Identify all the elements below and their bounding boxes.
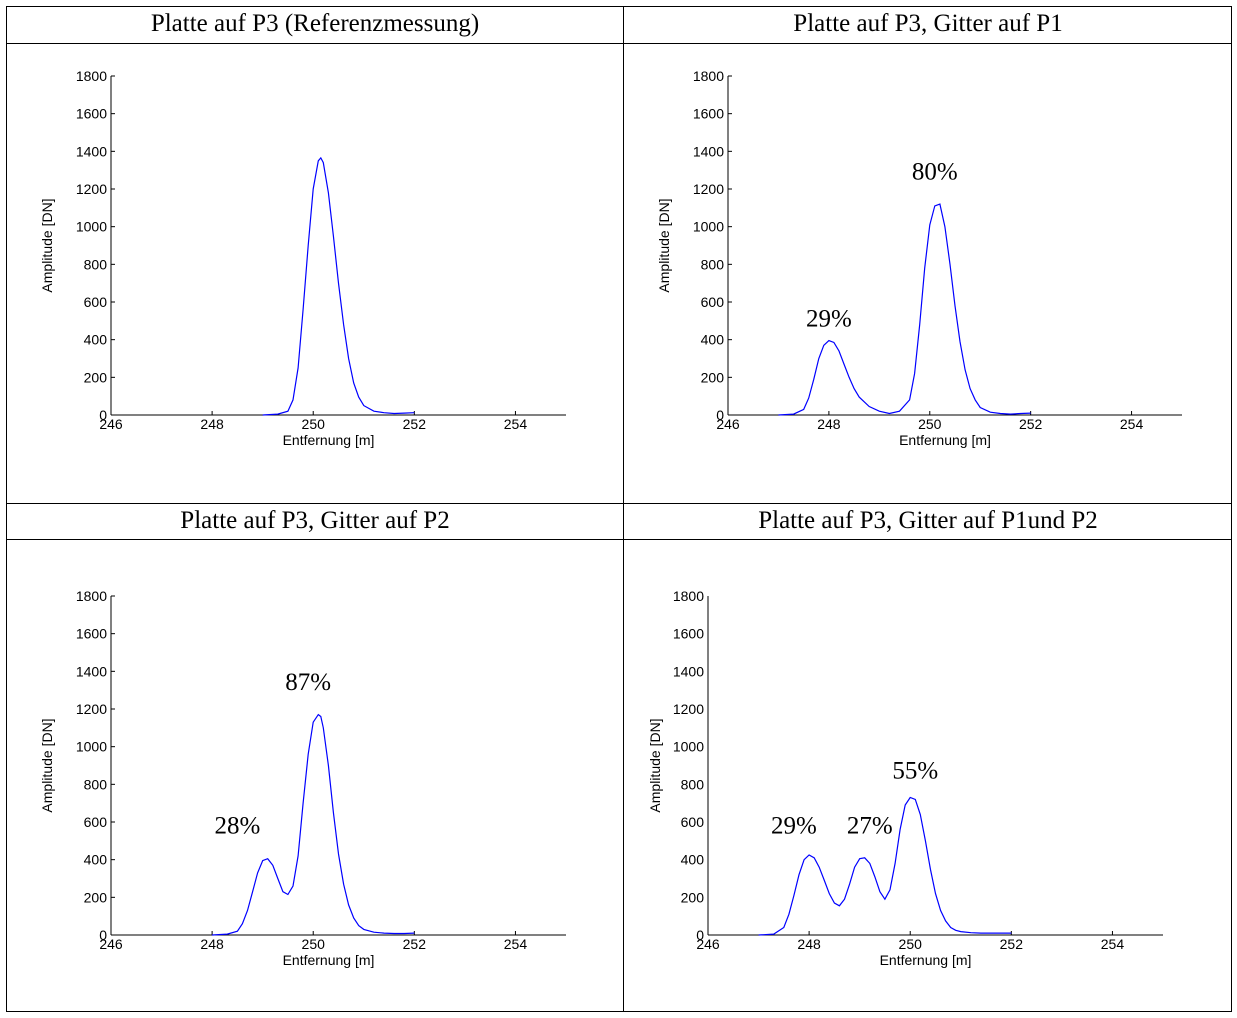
- p3-y-tick-label: 1000: [76, 739, 107, 755]
- p1-x-tick-label: 250: [302, 416, 326, 432]
- p2-y-tick-label: 600: [701, 294, 725, 310]
- p2-y-tick-label: 400: [701, 332, 725, 348]
- p3-y-tick-label: 200: [84, 889, 108, 905]
- p2-y-tick-label: 1600: [693, 106, 724, 122]
- p4-x-tick-label: 254: [1101, 936, 1125, 952]
- p4-x-tick-label: 246: [696, 936, 720, 952]
- p4-y-tick-label: 0: [696, 927, 704, 943]
- p4-y-axis-label: Amplitude [DN]: [647, 718, 663, 812]
- p3-y-tick-label: 400: [84, 852, 108, 868]
- p4-y-tick-label: 1800: [673, 588, 704, 604]
- p2-y-tick-label: 0: [716, 407, 724, 423]
- p1-y-tick-label: 400: [84, 332, 108, 348]
- p2-x-axis-label: Entfernung [m]: [899, 432, 991, 448]
- p4-peak-annotation: 27%: [847, 812, 893, 839]
- p4-y-tick-label: 200: [681, 889, 705, 905]
- p1-y-tick-label: 1400: [76, 143, 107, 159]
- figure-table: Platte auf P3 (Referenzmessung) Platte a…: [6, 6, 1232, 1012]
- p1-y-tick-label: 1800: [76, 68, 107, 84]
- p2-y-tick-label: 1800: [693, 68, 724, 84]
- p2-x-tick-label: 250: [918, 416, 942, 432]
- panel-title-3: Platte auf P3, Gitter auf P2: [180, 507, 450, 534]
- p1-y-tick-label: 800: [84, 256, 108, 272]
- p4-y-tick-label: 400: [681, 852, 705, 868]
- p1-series-line: [262, 156, 415, 416]
- p1-x-tick-label: 248: [200, 416, 224, 432]
- p1-x-axis-label: Entfernung [m]: [283, 432, 375, 448]
- p3-y-tick-label: 1200: [76, 701, 107, 717]
- panel-title-2: Platte auf P3, Gitter auf P1: [793, 10, 1063, 37]
- p2-y-tick-label: 1200: [693, 181, 724, 197]
- p2-y-axis-label: Amplitude [DN]: [656, 198, 672, 292]
- p3-y-tick-label: 800: [84, 776, 108, 792]
- p2-y-tick-label: 1000: [693, 219, 724, 235]
- p1-y-axis-label: Amplitude [DN]: [39, 198, 55, 292]
- p3-peak-annotation: 87%: [285, 669, 331, 696]
- p4-x-tick-label: 250: [899, 936, 923, 952]
- p2-y-tick-label: 800: [701, 256, 725, 272]
- p4-y-tick-label: 1400: [673, 663, 704, 679]
- p4-y-tick-label: 600: [681, 814, 705, 830]
- title-row-divider-top: [7, 43, 1231, 44]
- p3-y-tick-label: 1800: [76, 588, 107, 604]
- p3-y-tick-label: 1600: [76, 626, 107, 642]
- p4-x-tick-label: 252: [1000, 936, 1024, 952]
- p4-y-tick-label: 1600: [673, 626, 704, 642]
- p3-y-tick-label: 0: [99, 927, 107, 943]
- p1-y-tick-label: 1600: [76, 106, 107, 122]
- p4-x-axis-label: Entfernung [m]: [880, 952, 972, 968]
- p2-peak-annotation: 29%: [806, 305, 852, 332]
- p3-x-axis-label: Entfernung [m]: [283, 952, 375, 968]
- p2-y-tick-label: 1400: [693, 143, 724, 159]
- p3-x-tick-label: 248: [200, 936, 224, 952]
- p3-y-tick-label: 600: [84, 814, 108, 830]
- p1-y-tick-label: 200: [84, 369, 108, 385]
- p4-y-tick-label: 1200: [673, 701, 704, 717]
- p1-y-tick-label: 1000: [76, 219, 107, 235]
- p1-x-tick-label: 246: [99, 416, 123, 432]
- p3-x-tick-label: 252: [403, 936, 427, 952]
- p1-x-tick-label: 252: [403, 416, 427, 432]
- p4-peak-annotation: 29%: [771, 812, 817, 839]
- p3-peak-annotation: 28%: [214, 812, 260, 839]
- p3-series-line: [212, 713, 415, 936]
- p3-y-tick-label: 1400: [76, 663, 107, 679]
- p3-x-tick-label: 254: [504, 936, 528, 952]
- p2-series-line: [778, 203, 1031, 416]
- p3-x-tick-label: 246: [99, 936, 123, 952]
- p2-y-tick-label: 200: [701, 369, 725, 385]
- p3-y-axis-label: Amplitude [DN]: [39, 718, 55, 812]
- p2-x-tick-label: 248: [817, 416, 841, 432]
- p1-y-tick-label: 1200: [76, 181, 107, 197]
- row-divider: [7, 503, 1231, 504]
- p2-x-tick-label: 254: [1120, 416, 1144, 432]
- p4-series-line: [758, 796, 1012, 936]
- column-divider: [623, 7, 624, 1011]
- p4-y-tick-label: 800: [681, 776, 705, 792]
- p2-peak-annotation: 80%: [912, 159, 958, 186]
- p4-peak-annotation: 55%: [892, 758, 938, 785]
- p1-x-tick-label: 254: [504, 416, 528, 432]
- p2-x-tick-label: 246: [716, 416, 740, 432]
- p4-x-tick-label: 248: [797, 936, 821, 952]
- p3-x-tick-label: 250: [302, 936, 326, 952]
- p1-y-tick-label: 0: [99, 407, 107, 423]
- title-row-divider-bottom: [7, 539, 1231, 540]
- p4-y-tick-label: 1000: [673, 739, 704, 755]
- panel-title-4: Platte auf P3, Gitter auf P1und P2: [758, 507, 1098, 534]
- p1-y-tick-label: 600: [84, 294, 108, 310]
- p2-x-tick-label: 252: [1019, 416, 1043, 432]
- panel-title-1: Platte auf P3 (Referenzmessung): [150, 10, 480, 37]
